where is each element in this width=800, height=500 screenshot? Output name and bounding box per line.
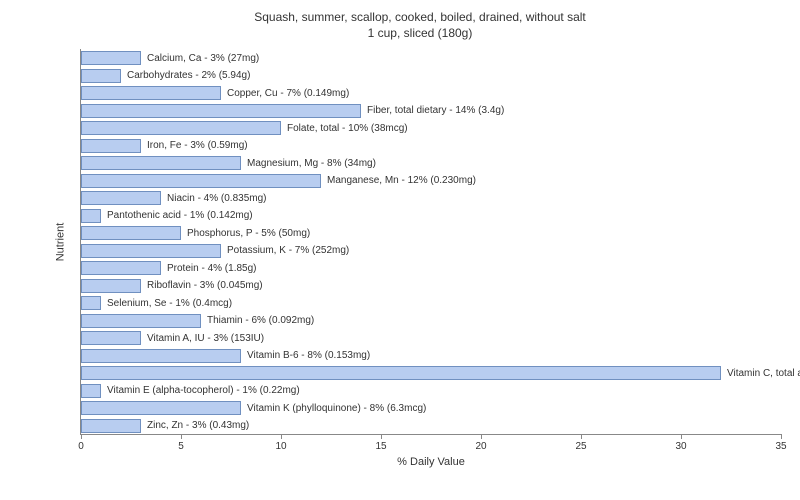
nutrient-bar bbox=[81, 349, 241, 363]
nutrient-label: Selenium, Se - 1% (0.4mcg) bbox=[107, 298, 232, 309]
bar-row: Calcium, Ca - 3% (27mg) bbox=[81, 51, 259, 65]
nutrient-bar bbox=[81, 191, 161, 205]
bar-row: Riboflavin - 3% (0.045mg) bbox=[81, 279, 263, 293]
nutrient-bar bbox=[81, 174, 321, 188]
x-tick bbox=[81, 434, 82, 439]
nutrient-label: Vitamin E (alpha-tocopherol) - 1% (0.22m… bbox=[107, 385, 300, 396]
x-tick-label: 20 bbox=[475, 441, 486, 452]
chart-title: Squash, summer, scallop, cooked, boiled,… bbox=[60, 10, 780, 41]
plot-area: Nutrient % Daily Value 05101520253035Cal… bbox=[80, 49, 781, 435]
nutrient-label: Vitamin A, IU - 3% (153IU) bbox=[147, 333, 264, 344]
nutrient-bar bbox=[81, 261, 161, 275]
nutrient-bar bbox=[81, 69, 121, 83]
nutrient-label: Pantothenic acid - 1% (0.142mg) bbox=[107, 210, 253, 221]
nutrient-chart: Squash, summer, scallop, cooked, boiled,… bbox=[0, 0, 800, 500]
title-line-1: Squash, summer, scallop, cooked, boiled,… bbox=[60, 10, 780, 26]
title-line-2: 1 cup, sliced (180g) bbox=[60, 26, 780, 42]
bar-row: Carbohydrates - 2% (5.94g) bbox=[81, 69, 250, 83]
nutrient-label: Carbohydrates - 2% (5.94g) bbox=[127, 70, 250, 81]
nutrient-label: Phosphorus, P - 5% (50mg) bbox=[187, 228, 310, 239]
bar-row: Pantothenic acid - 1% (0.142mg) bbox=[81, 209, 253, 223]
bar-row: Copper, Cu - 7% (0.149mg) bbox=[81, 86, 349, 100]
nutrient-bar bbox=[81, 121, 281, 135]
x-tick-label: 30 bbox=[675, 441, 686, 452]
x-tick bbox=[781, 434, 782, 439]
bar-row: Vitamin B-6 - 8% (0.153mg) bbox=[81, 349, 370, 363]
x-tick-label: 0 bbox=[78, 441, 84, 452]
nutrient-bar bbox=[81, 244, 221, 258]
nutrient-bar bbox=[81, 279, 141, 293]
nutrient-label: Manganese, Mn - 12% (0.230mg) bbox=[327, 175, 476, 186]
bar-row: Vitamin A, IU - 3% (153IU) bbox=[81, 331, 264, 345]
x-tick bbox=[481, 434, 482, 439]
bar-row: Zinc, Zn - 3% (0.43mg) bbox=[81, 419, 249, 433]
y-axis-title: Nutrient bbox=[54, 222, 66, 261]
nutrient-bar bbox=[81, 86, 221, 100]
nutrient-bar bbox=[81, 401, 241, 415]
x-tick bbox=[681, 434, 682, 439]
x-axis-title: % Daily Value bbox=[397, 456, 465, 468]
nutrient-label: Fiber, total dietary - 14% (3.4g) bbox=[367, 105, 504, 116]
nutrient-label: Potassium, K - 7% (252mg) bbox=[227, 245, 349, 256]
nutrient-label: Niacin - 4% (0.835mg) bbox=[167, 193, 266, 204]
nutrient-bar bbox=[81, 331, 141, 345]
nutrient-bar bbox=[81, 296, 101, 310]
nutrient-bar bbox=[81, 366, 721, 380]
nutrient-bar bbox=[81, 156, 241, 170]
bar-row: Protein - 4% (1.85g) bbox=[81, 261, 257, 275]
nutrient-label: Iron, Fe - 3% (0.59mg) bbox=[147, 140, 248, 151]
x-tick-label: 35 bbox=[775, 441, 786, 452]
nutrient-label: Folate, total - 10% (38mcg) bbox=[287, 123, 408, 134]
x-tick bbox=[281, 434, 282, 439]
nutrient-label: Copper, Cu - 7% (0.149mg) bbox=[227, 88, 349, 99]
nutrient-bar bbox=[81, 139, 141, 153]
x-tick-label: 25 bbox=[575, 441, 586, 452]
bar-row: Magnesium, Mg - 8% (34mg) bbox=[81, 156, 376, 170]
nutrient-label: Thiamin - 6% (0.092mg) bbox=[207, 315, 314, 326]
nutrient-label: Vitamin C, total ascorbic acid - 32% (19… bbox=[727, 368, 800, 379]
bar-row: Manganese, Mn - 12% (0.230mg) bbox=[81, 174, 476, 188]
bar-row: Fiber, total dietary - 14% (3.4g) bbox=[81, 104, 504, 118]
x-tick bbox=[181, 434, 182, 439]
bar-row: Thiamin - 6% (0.092mg) bbox=[81, 314, 314, 328]
x-tick-label: 15 bbox=[375, 441, 386, 452]
bar-row: Vitamin C, total ascorbic acid - 32% (19… bbox=[81, 366, 800, 380]
bar-row: Vitamin E (alpha-tocopherol) - 1% (0.22m… bbox=[81, 384, 300, 398]
bar-row: Niacin - 4% (0.835mg) bbox=[81, 191, 266, 205]
nutrient-bar bbox=[81, 226, 181, 240]
nutrient-bar bbox=[81, 314, 201, 328]
nutrient-label: Riboflavin - 3% (0.045mg) bbox=[147, 280, 263, 291]
nutrient-bar bbox=[81, 384, 101, 398]
nutrient-bar bbox=[81, 419, 141, 433]
nutrient-label: Zinc, Zn - 3% (0.43mg) bbox=[147, 420, 249, 431]
nutrient-label: Protein - 4% (1.85g) bbox=[167, 263, 257, 274]
bar-row: Folate, total - 10% (38mcg) bbox=[81, 121, 408, 135]
nutrient-label: Vitamin K (phylloquinone) - 8% (6.3mcg) bbox=[247, 403, 426, 414]
bar-row: Potassium, K - 7% (252mg) bbox=[81, 244, 349, 258]
nutrient-label: Calcium, Ca - 3% (27mg) bbox=[147, 53, 259, 64]
bar-row: Phosphorus, P - 5% (50mg) bbox=[81, 226, 310, 240]
x-tick bbox=[381, 434, 382, 439]
nutrient-label: Magnesium, Mg - 8% (34mg) bbox=[247, 158, 376, 169]
bar-row: Selenium, Se - 1% (0.4mcg) bbox=[81, 296, 232, 310]
x-tick-label: 10 bbox=[275, 441, 286, 452]
nutrient-label: Vitamin B-6 - 8% (0.153mg) bbox=[247, 350, 370, 361]
nutrient-bar bbox=[81, 51, 141, 65]
nutrient-bar bbox=[81, 209, 101, 223]
bar-row: Vitamin K (phylloquinone) - 8% (6.3mcg) bbox=[81, 401, 426, 415]
bar-row: Iron, Fe - 3% (0.59mg) bbox=[81, 139, 248, 153]
x-tick-label: 5 bbox=[178, 441, 184, 452]
x-tick bbox=[581, 434, 582, 439]
nutrient-bar bbox=[81, 104, 361, 118]
